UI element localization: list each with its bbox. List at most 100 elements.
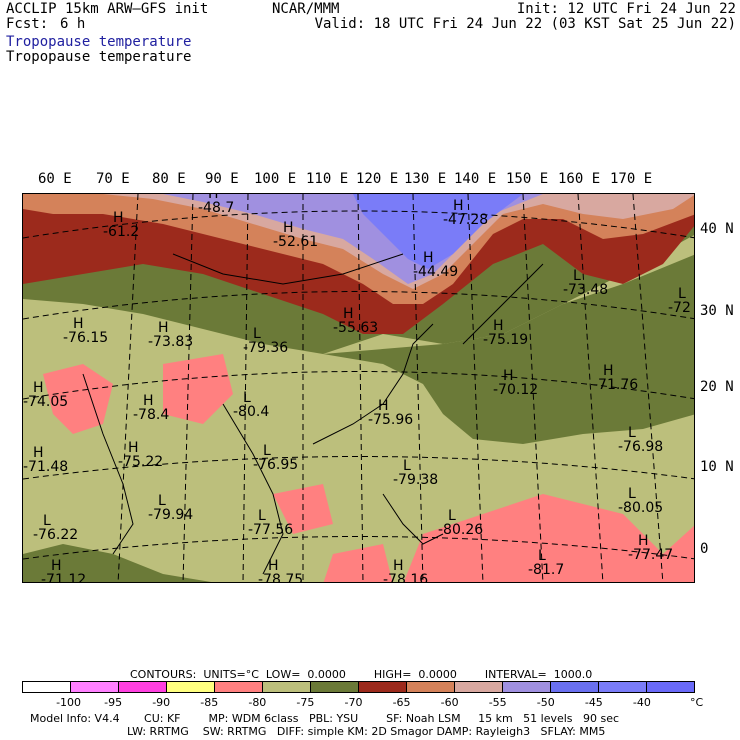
- colorbar-label: -60: [440, 696, 459, 709]
- lon-label: 170 E: [610, 171, 653, 187]
- annotation-kind: H: [113, 210, 124, 226]
- annotation-kind: H: [33, 380, 44, 396]
- colorbar-swatch: [647, 682, 694, 692]
- colorbar-swatch: [455, 682, 503, 692]
- annotation-value: -81.7: [528, 562, 564, 578]
- annotation-kind: H: [423, 250, 434, 266]
- colorbar-label: -40: [632, 696, 651, 709]
- org-label: NCAR/MMM: [272, 1, 340, 17]
- lon-label: 70 E: [96, 171, 130, 187]
- lat-label: 40 N: [700, 221, 734, 237]
- grid-lines: [23, 194, 694, 582]
- annotation-kind: H: [73, 316, 84, 332]
- lon-label: 80 E: [152, 171, 186, 187]
- annotation-kind: H: [503, 368, 514, 384]
- annotation-kind: L: [43, 513, 51, 529]
- model-info-2: LW: RRTMG SW: RRTMG DIFF: simple KM: 2D …: [127, 725, 606, 738]
- annotation-kind: H: [378, 398, 389, 414]
- annotation-value: -75.19: [483, 332, 528, 348]
- annotation-kind: L: [253, 326, 261, 342]
- annotation-value: -71.48: [23, 459, 68, 475]
- annotation-value: -44.49: [413, 264, 458, 280]
- lon-label: 150 E: [506, 171, 549, 187]
- lat-label: 0: [700, 541, 709, 557]
- colorbar-swatch: [359, 682, 407, 692]
- lon-label: 60 E: [38, 171, 72, 187]
- annotation-kind: L: [448, 508, 456, 524]
- salmon-patch-south: [323, 544, 393, 582]
- lon-label: 130 E: [404, 171, 447, 187]
- colorbar-label: -100: [56, 696, 82, 709]
- annotation-value: -72: [668, 300, 691, 316]
- annotation-value: -61.2: [103, 224, 139, 240]
- model-title: ACCLIP 15km ARW–GFS init: [6, 1, 209, 17]
- valid-time: Valid: 18 UTC Fri 24 Jun 22 (03 KST Sat …: [314, 16, 736, 32]
- colorbar-label: -65: [392, 696, 411, 709]
- annotation-value: -73.83: [148, 334, 193, 350]
- annotation-kind: L: [243, 390, 251, 406]
- annotation-kind: L: [263, 443, 271, 459]
- annotation-value: -79.38: [393, 472, 438, 488]
- annotation-kind: H: [453, 198, 464, 214]
- dark-olive-region: [323, 254, 694, 444]
- annotation-kind: H: [268, 558, 279, 574]
- annotation-kind: H: [283, 220, 294, 236]
- map-panel: H -48.7 H -61.2 H -52.61 H -47.28 H -44.49 L -73.48…: [22, 193, 695, 583]
- salmon-patch-equator: [403, 494, 694, 582]
- annotation-value: -48.7: [198, 200, 234, 216]
- init-time: Init: 12 UTC Fri 24 Jun 22: [516, 1, 736, 17]
- annotation-value: -78.4: [133, 407, 169, 423]
- annotation-value: -80.05: [618, 500, 663, 516]
- annotation-value: -70.12: [493, 382, 538, 398]
- colorbar-label: -90: [152, 696, 171, 709]
- annotation-value: -52.61: [273, 234, 318, 250]
- lon-label: 90 E: [205, 171, 239, 187]
- colorbar: [22, 681, 695, 693]
- annotation-kind: L: [628, 486, 636, 502]
- annotation-value: -77.56: [248, 522, 293, 538]
- lon-label: 140 E: [454, 171, 497, 187]
- map-svg: H-48.7H-61.2 H-52.61H-47.28H-44.49 L-73.48…: [23, 194, 694, 583]
- annotation-value: -76.22: [33, 527, 78, 543]
- annotation-value: -78.75: [258, 572, 303, 583]
- annotation-value: -75.96: [368, 412, 413, 428]
- lon-label: 110 E: [306, 171, 349, 187]
- annotation-kind: L: [158, 493, 166, 509]
- annotation-value: -80.26: [438, 522, 483, 538]
- annotation-kind: H: [143, 393, 154, 409]
- model-info: Model Info: V4.4 CU: KF MP: WDM 6class P…: [30, 712, 620, 725]
- colorbar-swatch: [407, 682, 455, 692]
- annotation-value: -74.05: [23, 394, 68, 410]
- colorbar-swatch: [167, 682, 215, 692]
- salmon-patch-bay: [163, 354, 233, 424]
- annotation-kind: H: [208, 194, 219, 202]
- annotation-kind: H: [33, 445, 44, 461]
- lon-label: 120 E: [356, 171, 399, 187]
- colorbar-swatch: [215, 682, 263, 692]
- contours-info: CONTOURS: UNITS=°C LOW= 0.0000 HIGH= 0.0…: [130, 668, 593, 681]
- annotation-value: -71.76: [593, 377, 638, 393]
- annotation-value: -76.15: [63, 330, 108, 346]
- colorbar-label: -50: [536, 696, 555, 709]
- colorbar-unit: °C: [690, 696, 704, 709]
- annotation-value: -79.94: [148, 507, 193, 523]
- hl-annotations: H-48.7H-61.2 H-52.61H-47.28H-44.49 L-73.48…: [23, 194, 691, 583]
- colorbar-swatch: [119, 682, 167, 692]
- fcst-value: 6 h: [60, 16, 86, 32]
- lon-label: 160 E: [558, 171, 601, 187]
- annotation-kind: L: [403, 458, 411, 474]
- annotation-kind: H: [51, 558, 62, 574]
- field-title-2: Tropopause temperature: [6, 49, 192, 65]
- colorbar-label: -95: [104, 696, 123, 709]
- colorbar-swatch: [23, 682, 71, 692]
- annotation-value: -76.98: [618, 439, 663, 455]
- lat-label: 10 N: [700, 459, 734, 475]
- annotation-kind: H: [158, 320, 169, 336]
- band-blue: [353, 194, 523, 269]
- annotation-kind: L: [538, 548, 546, 564]
- annotation-kind: H: [638, 533, 649, 549]
- annotation-value: -79.36: [243, 340, 288, 356]
- fcst-label: Fcst:: [6, 16, 49, 32]
- lat-label: 30 N: [700, 303, 734, 319]
- annotation-kind: L: [628, 425, 636, 441]
